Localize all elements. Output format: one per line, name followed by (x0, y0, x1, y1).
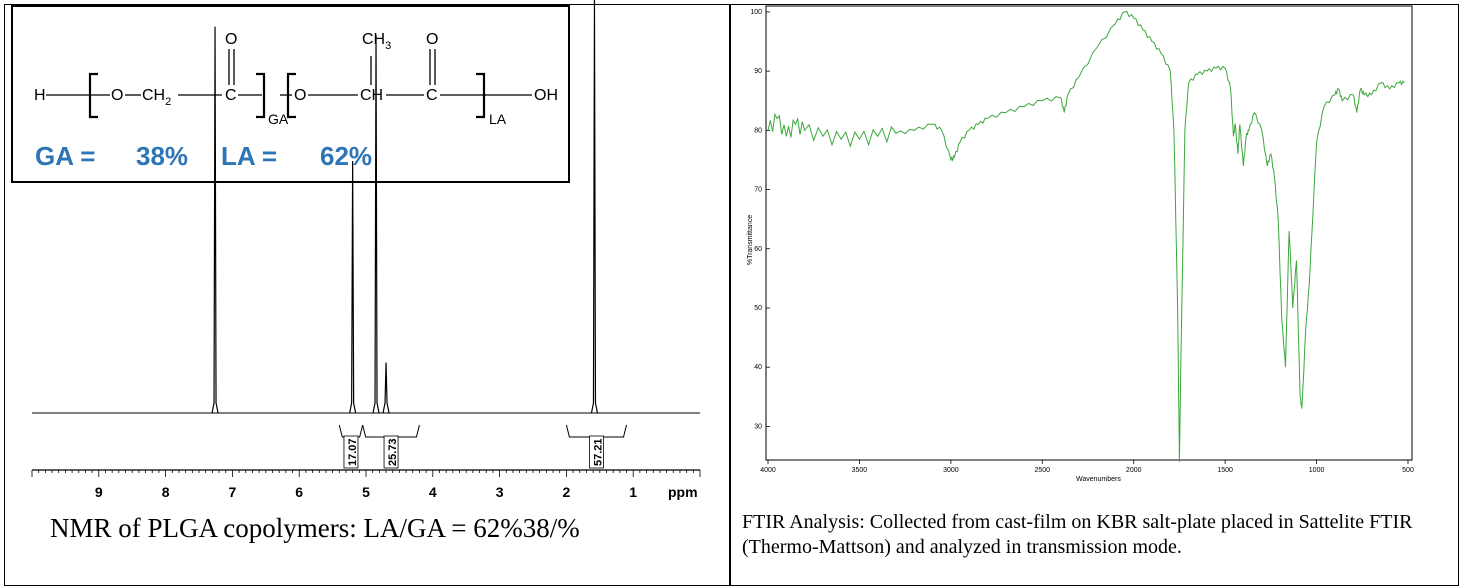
ftir-y-tick-label: 40 (754, 364, 762, 371)
ftir-panel: 30 40 50 60 70 80 90 100 4000 3500 3000 2500 2000 150… (747, 5, 1414, 483)
la-value: 62% (320, 141, 372, 171)
la-label: LA = (221, 141, 277, 171)
bracket-ga-open (88, 72, 98, 119)
nmr-x-tick-label: 3 (496, 484, 504, 500)
ftir-x-tick-label: 1500 (1217, 467, 1233, 474)
nmr-peak (372, 34, 380, 414)
formula-o-double2: O (426, 31, 438, 48)
ftir-y-tick-label: 60 (754, 246, 762, 253)
formula-ch: CH (360, 87, 383, 104)
composition-text: GA = 38% LA = 62% (35, 141, 372, 171)
nmr-x-tick-label: 8 (162, 484, 170, 500)
nmr-integral-label: 25.73 (387, 438, 399, 466)
nmr-x-tick-label: 9 (95, 484, 103, 500)
nmr-peak (211, 26, 219, 414)
ftir-spectrum: 30 40 50 60 70 80 90 100 4000 3500 3000 2500 2000 150… (750, 9, 1414, 474)
panel-divider (729, 4, 731, 586)
nmr-integral-box (383, 435, 399, 469)
nmr-x-tick-label: 1 (629, 484, 637, 500)
nmr-x-tick-label: 2 (563, 484, 571, 500)
ftir-y-tick-label: 80 (754, 127, 762, 134)
ftir-y-tick-label: 30 (754, 423, 762, 430)
ftir-ylabel: %Transmittance (747, 215, 754, 265)
formula-o2: O (294, 87, 306, 104)
ftir-x-tick-label: 3000 (943, 467, 959, 474)
nmr-caption: NMR of PLGA copolymers: LA/GA = 62%38/% (50, 513, 580, 543)
ftir-caption: FTIR Analysis: Collected from cast-film … (742, 511, 1413, 558)
formula-la-subscript: LA (489, 111, 507, 127)
formula-o-double1: O (225, 31, 237, 48)
ga-label: GA = (35, 141, 95, 171)
ftir-y-tick-label: 100 (750, 9, 762, 16)
ftir-y-tick-label: 70 (754, 187, 762, 194)
formula-ch3: CH3 (362, 31, 391, 52)
ftir-trace (767, 11, 1405, 462)
nmr-x-tick-label: 4 (429, 484, 437, 500)
structural-formula: H O CH2 C O GA O CH CH3 C O LA OH (34, 31, 558, 127)
nmr-integral-box (343, 435, 359, 469)
formula-ch2: CH2 (142, 87, 171, 108)
ftir-y-tick-label: 50 (754, 305, 762, 312)
ftir-x-tick-label: 1000 (1309, 467, 1325, 474)
ftir-x-tick-label: 2500 (1034, 467, 1050, 474)
formula-c1: C (225, 87, 237, 104)
nmr-peak (349, 160, 357, 414)
nmr-integral-label: 57.21 (592, 438, 604, 466)
formula-h: H (34, 87, 46, 104)
nmr-peak (590, 0, 599, 414)
ftir-x-tick-label: 2000 (1126, 467, 1142, 474)
nmr-x-tick-label: 7 (229, 484, 237, 500)
nmr-panel: H O CH2 C O GA O CH CH3 C O LA OH GA (11, 0, 701, 500)
nmr-peak (382, 362, 390, 414)
ga-value: 38% (136, 141, 188, 171)
ftir-plot-frame (765, 5, 1413, 461)
ftir-x-tick-label: 500 (1402, 467, 1414, 474)
formula-o1: O (111, 87, 123, 104)
ftir-y-tick-label: 90 (754, 68, 762, 75)
formula-box (11, 5, 570, 183)
nmr-x-tick-label: 5 (362, 484, 370, 500)
nmr-spectrum: 17.07 25.73 57.21 9 8 7 6 5 4 3 2 1 (31, 0, 701, 500)
formula-c2: C (426, 87, 438, 104)
nmr-integral-bracket (338, 424, 364, 438)
ftir-x-tick-label: 3500 (852, 467, 868, 474)
bracket-ga-close (256, 72, 266, 119)
nmr-integral-bracket (362, 424, 420, 438)
nmr-integral-box (589, 435, 604, 469)
formula-oh: OH (534, 87, 558, 104)
nmr-xlabel: ppm (668, 484, 698, 500)
figure-frame (4, 4, 1459, 586)
nmr-integral-bracket (565, 424, 628, 438)
ftir-x-tick-label: 4000 (760, 467, 776, 474)
nmr-integral-label: 17.07 (347, 438, 359, 466)
formula-ga-subscript: GA (268, 111, 289, 127)
nmr-x-tick-label: 6 (295, 484, 303, 500)
ftir-xlabel: Wavenumbers (1076, 476, 1121, 483)
